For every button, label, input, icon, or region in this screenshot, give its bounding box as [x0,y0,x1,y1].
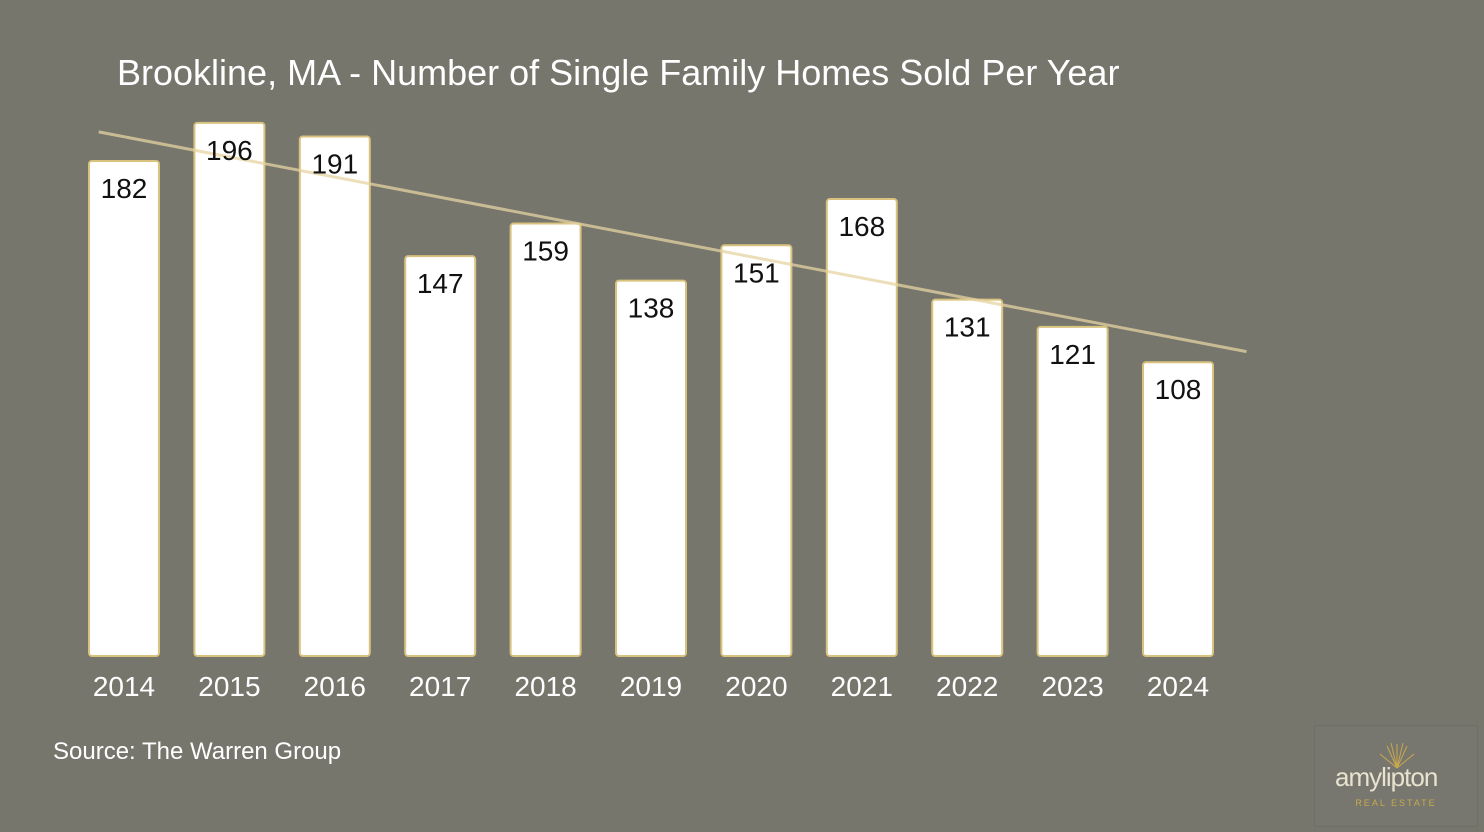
bar-2017 [404,255,477,657]
source-note: Source: The Warren Group [53,738,342,765]
chart-title: Brookline, MA - Number of Single Family … [117,52,1120,93]
x-tick-label-2020: 2020 [725,671,787,702]
x-tick-label-2017: 2017 [409,671,471,702]
data-label-2021: 168 [838,211,885,242]
data-label-2020: 151 [733,257,780,288]
company-logo: amylipton REAL ESTATE [1315,726,1477,826]
bar-2018 [509,222,582,658]
x-tick-label-2014: 2014 [93,671,155,702]
logo-wordmark: amylipton [1335,762,1438,792]
x-tick-label-2019: 2019 [620,671,682,702]
x-tick-label-2022: 2022 [936,671,998,702]
trendline-layer [98,130,1247,354]
bar-2014 [88,159,160,658]
data-label-2015: 196 [206,135,253,166]
x-tick-label-2024: 2024 [1147,671,1209,702]
data-label-2014: 182 [101,173,148,204]
x-tick-label-2023: 2023 [1041,671,1103,702]
bar-2021 [825,198,898,657]
x-tick-label-2016: 2016 [304,671,366,702]
data-label-2019: 138 [628,293,675,324]
bar-2024 [1142,361,1214,657]
logo-tagline: REAL ESTATE [1355,798,1437,808]
x-tick-label-2021: 2021 [831,671,893,702]
bar-2020 [720,244,793,657]
data-label-2017: 147 [417,268,464,299]
bars-layer [88,121,1214,658]
data-label-2018: 159 [522,236,569,267]
x-tick-label-2015: 2015 [198,671,260,702]
data-label-2022: 131 [944,312,991,343]
data-label-2016: 191 [311,148,358,179]
bar-2016 [298,135,371,658]
sunburst-icon [1379,742,1415,769]
labels-layer: 182 2014 196 2015 191 2016 147 2017 159 2018 138 20… [93,135,1209,702]
bar-2022 [931,298,1004,657]
bar-2023 [1036,325,1109,657]
data-label-2023: 121 [1049,339,1096,370]
bar-chart: 182 2014 196 2015 191 2016 147 2017 159 2018 138 20… [88,121,1247,702]
x-tick-label-2018: 2018 [514,671,576,702]
data-label-2024: 108 [1155,374,1202,405]
bar-2019 [615,279,687,657]
trendline [98,130,1247,354]
bar-2015 [193,121,266,657]
